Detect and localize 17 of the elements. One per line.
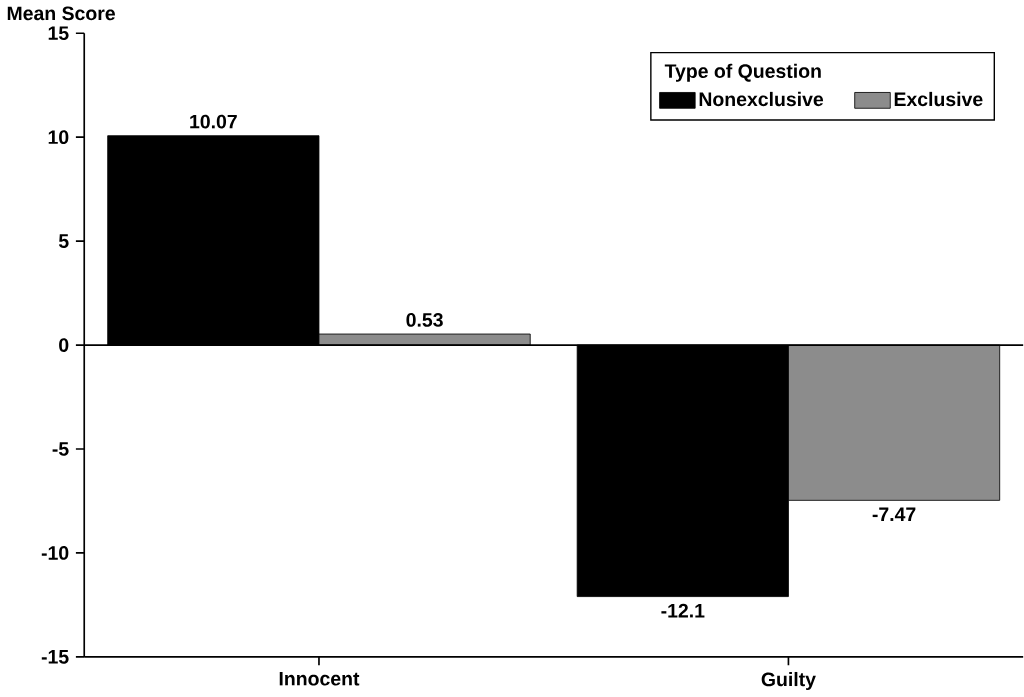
y-tick-label: 5	[58, 234, 69, 249]
y-tick-label: 15	[48, 26, 69, 41]
y-axis-title: Mean Score	[7, 6, 115, 21]
y-tick-label: -15	[41, 650, 69, 664]
legend-label: Nonexclusive	[699, 92, 824, 107]
y-tick-label: 0	[59, 338, 69, 353]
y-tick-label: 10	[48, 130, 69, 145]
data-label: -12.1	[661, 604, 705, 618]
legend-title: Type of Question	[664, 63, 821, 83]
legend-label: Exclusive	[894, 92, 983, 107]
data-label: 0.53	[406, 313, 443, 328]
x-tick-label: Innocent	[279, 672, 360, 686]
data-label: 10.07	[190, 114, 237, 129]
y-tick-label: -10	[41, 546, 69, 561]
y-tick-label: -5	[52, 442, 69, 456]
data-label: -7.47	[872, 507, 916, 522]
x-tick-label: Guilty	[761, 672, 816, 691]
